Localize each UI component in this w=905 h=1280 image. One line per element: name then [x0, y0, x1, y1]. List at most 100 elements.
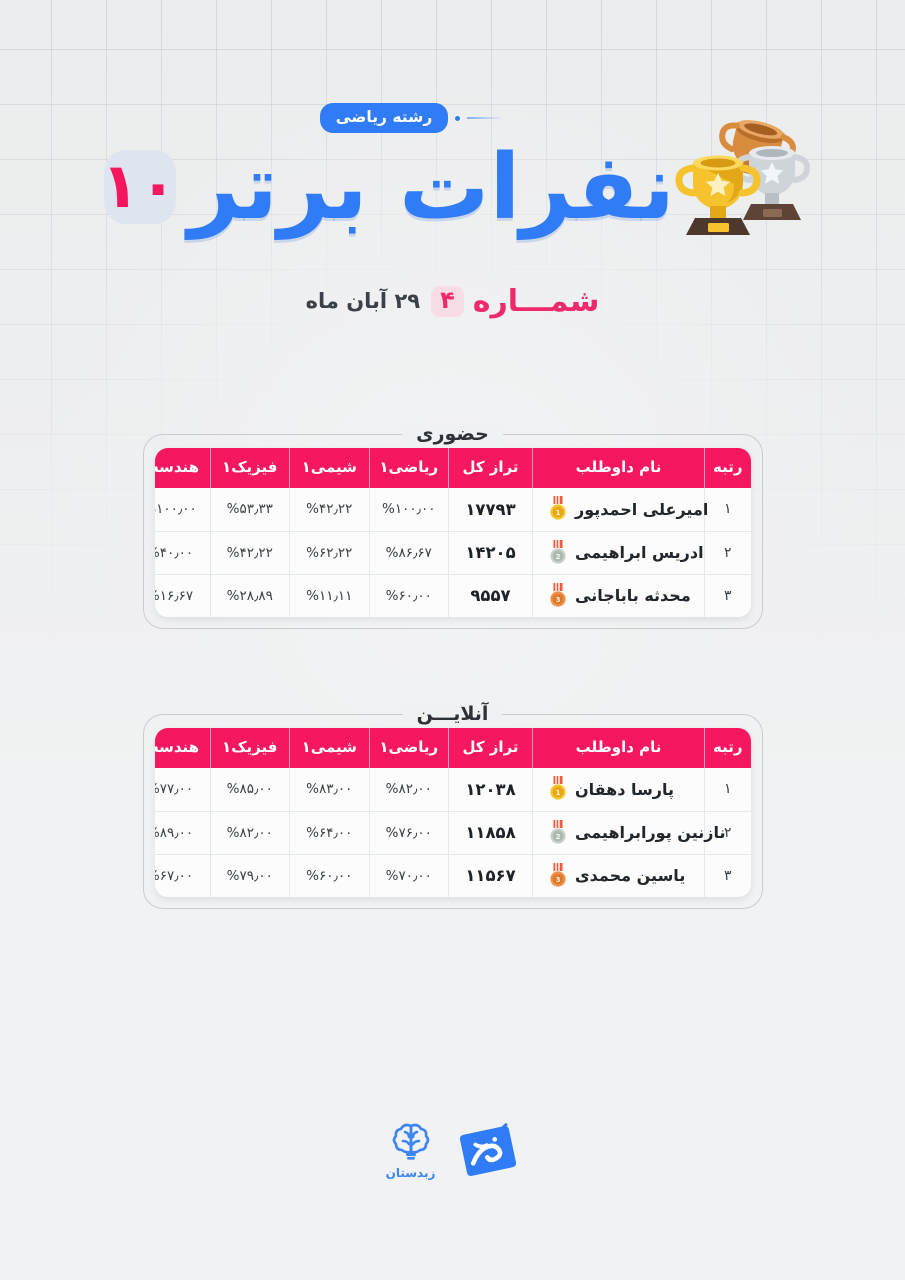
cell-total: ۱۱۸۵۸ [448, 810, 533, 854]
column-header-chemistry: شیمی۱ [289, 448, 369, 488]
cell-geometry: %۱۶٫۶۷ [154, 573, 210, 617]
table-row: ۳ یاسین محمدی [154, 853, 751, 897]
cell-rank: ۳ [704, 853, 751, 897]
issue-number: ۴ [431, 286, 464, 317]
cell-math: %۶۰٫۰۰ [368, 573, 449, 617]
svg-text:1: 1 [556, 789, 561, 797]
cell-rank: ۱ [704, 768, 751, 811]
gold-medal-icon: 1 [547, 496, 569, 522]
cell-name: محدثه باباجانی 3 [532, 573, 705, 617]
cell-math: %۱۰۰٫۰۰ [368, 488, 449, 531]
column-header-total: تراز کل [448, 728, 533, 768]
badge-connector-dot [455, 115, 461, 121]
cell-name: امیرعلی احمدپور 1 [532, 488, 709, 531]
candidate-name: یاسین محمدی [575, 866, 686, 886]
table-header-row: رتبه نام داوطلب تراز کل ریاضی۱ شیمی۱ فیز… [154, 448, 751, 488]
poster-header: رشته ریاضی [0, 0, 905, 345]
candidate-name: نازنین پورابراهیمی [575, 823, 726, 842]
cell-total: ۱۷۷۹۳ [448, 488, 533, 531]
results-table: رتبه نام داوطلب تراز کل ریاضی۱ شیمی۱ فیز… [154, 448, 751, 617]
section-title: حضوری [402, 424, 503, 444]
column-header-math: ریاضی۱ [368, 728, 449, 768]
column-header-math: ریاضی۱ [368, 448, 449, 488]
table-header-row: رتبه نام داوطلب تراز کل ریاضی۱ شیمی۱ فیز… [154, 728, 751, 768]
cell-chemistry: %۸۳٫۰۰ [289, 768, 369, 811]
cell-total: ۱۲۰۳۸ [448, 768, 533, 811]
column-header-geometry: هندسه۱ [154, 448, 210, 488]
column-header-physics: فیزیک۱ [209, 728, 290, 768]
column-header-name: نام داوطلب [532, 728, 705, 768]
cell-geometry: %۴۰٫۰۰ [154, 530, 210, 574]
column-header-geometry: هندسه۱ [154, 728, 210, 768]
svg-text:3: 3 [556, 596, 561, 604]
table-row: ۲ نازنین پورابراهیمی [154, 810, 751, 854]
candidate-name: پارسا دهقان [575, 779, 675, 799]
zabdestan-logo: زبدستان [385, 1120, 436, 1182]
cell-physics: %۵۳٫۳۳ [209, 488, 290, 531]
footer-logos: زبدستان [0, 1120, 905, 1182]
cell-physics: %۲۸٫۸۹ [209, 573, 290, 617]
results-card: رتبه نام داوطلب تراز کل ریاضی۱ شیمی۱ فیز… [142, 714, 763, 909]
section-hozuri: حضوری رتبه نام داوطلب تراز کل ریاضی۱ [142, 421, 763, 629]
svg-text:2: 2 [556, 553, 561, 561]
cell-total: ۹۵۵۷ [448, 573, 533, 617]
cell-chemistry: %۶۴٫۰۰ [289, 810, 369, 854]
svg-text:2: 2 [556, 833, 561, 841]
candidate-name: ادریس ابراهیمی [575, 543, 704, 562]
cell-math: %۸۶٫۶۷ [368, 530, 449, 574]
results-card: رتبه نام داوطلب تراز کل ریاضی۱ شیمی۱ فیز… [142, 434, 763, 629]
silver-medal-icon: 2 [547, 539, 569, 566]
title-row: نفرات برتر ۱۰ [0, 118, 905, 258]
cell-rank: ۲ [704, 810, 751, 854]
top-count-value: ۱۰ [101, 149, 177, 222]
cell-geometry: %۷۷٫۰۰ [154, 768, 210, 811]
table-row: ۳ محدثه باباجانی [154, 573, 751, 617]
cell-rank: ۲ [704, 530, 751, 574]
cell-chemistry: %۶۲٫۲۲ [289, 530, 369, 574]
section-online: آنلایـــن رتبه نام داوطلب تراز کل ریاضی۱ [142, 701, 763, 909]
column-header-total: تراز کل [448, 448, 533, 488]
badge-connector-line [467, 117, 502, 119]
svg-text:3: 3 [556, 876, 561, 884]
cell-geometry: %۶۷٫۰۰ [154, 853, 210, 897]
top-count-backdrop [104, 150, 177, 224]
subject-badge-row: رشته ریاضی [0, 103, 905, 133]
cell-total: ۱۴۲۰۵ [448, 530, 533, 574]
issue-date: ۲۹ آبان ماه [305, 289, 421, 313]
cell-math: %۷۶٫۰۰ [368, 810, 449, 854]
cell-rank: ۱ [704, 488, 751, 531]
bronze-medal-icon: 3 [547, 582, 569, 609]
cell-geometry: %۱۰۰٫۰۰ [154, 488, 210, 531]
column-header-name: نام داوطلب [532, 448, 705, 488]
column-header-rank: رتبه [704, 448, 751, 488]
subtitle-row: شمـــاره ۴ ۲۹ آبان ماه [0, 286, 905, 317]
column-header-physics: فیزیک۱ [209, 448, 290, 488]
cell-math: %۷۰٫۰۰ [368, 853, 449, 897]
candidate-name: محدثه باباجانی [575, 586, 691, 606]
section-title: آنلایـــن [402, 704, 503, 724]
cell-name: پارسا دهقان 1 [532, 768, 705, 811]
cell-chemistry: %۶۰٫۰۰ [289, 853, 369, 897]
section-title-bar: آنلایـــن [143, 701, 763, 727]
bronze-medal-icon: 3 [547, 862, 569, 889]
candidate-name: امیرعلی احمدپور [575, 499, 709, 519]
cell-physics: %۷۹٫۰۰ [209, 853, 290, 897]
results-table: رتبه نام داوطلب تراز کل ریاضی۱ شیمی۱ فیز… [154, 728, 751, 897]
cell-physics: %۸۵٫۰۰ [209, 768, 290, 811]
zabdestan-wordmark: زبدستان [385, 1166, 436, 1180]
issue-label: شمـــاره [472, 283, 600, 319]
table-row: ۱ پارسا دهقان [154, 768, 751, 811]
top-count-badge: ۱۰ [98, 142, 180, 234]
cell-math: %۸۲٫۰۰ [368, 768, 449, 811]
trophies-icon [669, 118, 819, 258]
subject-badge: رشته ریاضی [319, 103, 449, 133]
cell-chemistry: %۴۲٫۲۲ [289, 488, 369, 531]
svg-text:1: 1 [556, 509, 561, 517]
cell-name: ادریس ابراهیمی 2 [532, 530, 705, 574]
cell-physics: %۸۲٫۰۰ [209, 810, 290, 854]
cell-rank: ۳ [704, 573, 751, 617]
cell-geometry: %۸۹٫۰۰ [154, 810, 210, 854]
cell-name: یاسین محمدی 3 [532, 853, 705, 897]
table-row: ۲ ادریس ابراهیمی [154, 530, 751, 574]
